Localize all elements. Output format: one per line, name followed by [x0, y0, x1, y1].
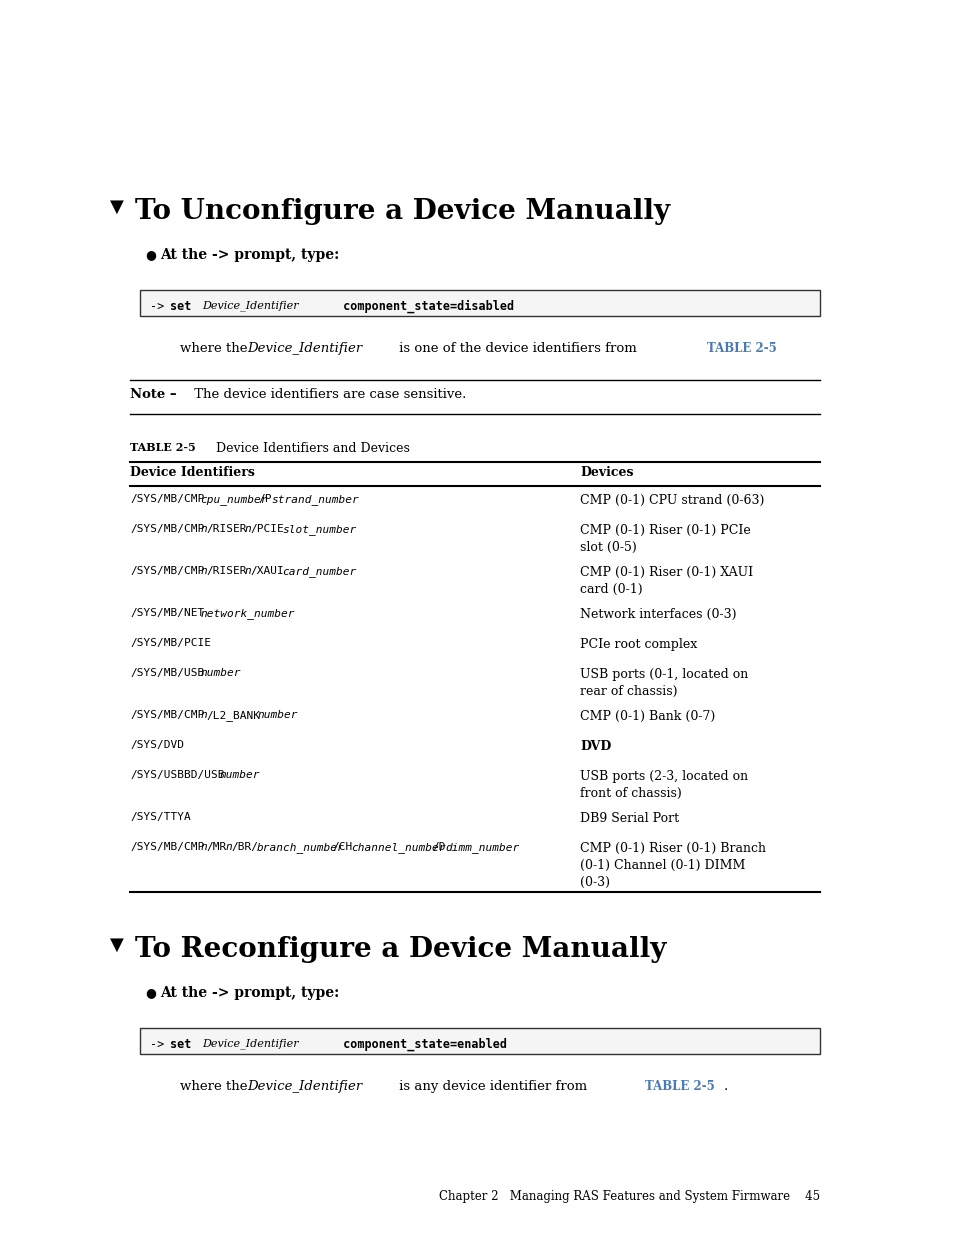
Text: /SYS/DVD: /SYS/DVD [130, 740, 184, 750]
Text: channel_number: channel_number [351, 842, 445, 853]
Text: TABLE 2-5: TABLE 2-5 [706, 342, 776, 354]
Text: /SYS/MB/CMP: /SYS/MB/CMP [130, 524, 204, 534]
Text: Device_Identifier: Device_Identifier [247, 1079, 362, 1093]
Text: ●: ● [145, 986, 155, 999]
Text: cpu_number: cpu_number [200, 494, 268, 505]
Text: Chapter 2   Managing RAS Features and System Firmware    45: Chapter 2 Managing RAS Features and Syst… [438, 1191, 820, 1203]
Text: /SYS/USBBD/USB: /SYS/USBBD/USB [130, 769, 224, 781]
Text: At the -> prompt, type:: At the -> prompt, type: [160, 248, 339, 262]
Text: /RISER: /RISER [206, 524, 247, 534]
Text: /BR/: /BR/ [231, 842, 258, 852]
Bar [140, 1028, 820, 1053]
Text: USB ports (2-3, located on
front of chassis): USB ports (2-3, located on front of chas… [579, 769, 747, 800]
Text: component_state=disabled: component_state=disabled [335, 300, 514, 314]
Text: ●: ● [145, 248, 155, 261]
Text: slot_number: slot_number [282, 524, 356, 535]
Text: n: n [200, 524, 207, 534]
Text: /SYS/MB/CMP: /SYS/MB/CMP [130, 842, 204, 852]
Text: .: . [723, 1079, 727, 1093]
Text: /MR: /MR [206, 842, 226, 852]
Text: DVD: DVD [579, 740, 611, 753]
Text: Devices: Devices [579, 466, 633, 479]
Text: branch_number: branch_number [256, 842, 344, 853]
Text: where the: where the [180, 1079, 252, 1093]
Text: n: n [244, 566, 251, 576]
Text: number: number [200, 668, 241, 678]
Text: set: set [170, 300, 198, 312]
Text: Device Identifiers: Device Identifiers [130, 466, 254, 479]
Text: Device_Identifier: Device_Identifier [247, 342, 362, 354]
Text: CMP (0-1) Riser (0-1) XAUI
card (0-1): CMP (0-1) Riser (0-1) XAUI card (0-1) [579, 566, 752, 597]
Text: number: number [219, 769, 260, 781]
Text: /SYS/MB/CMP: /SYS/MB/CMP [130, 566, 204, 576]
Text: ▼: ▼ [110, 198, 124, 216]
Text: DB9 Serial Port: DB9 Serial Port [579, 811, 679, 825]
Text: card_number: card_number [282, 566, 356, 577]
Text: is any device identifier from: is any device identifier from [395, 1079, 591, 1093]
Text: CMP (0-1) Riser (0-1) PCIe
slot (0-5): CMP (0-1) Riser (0-1) PCIe slot (0-5) [579, 524, 750, 555]
Text: strand_number: strand_number [271, 494, 358, 505]
Text: set: set [170, 1037, 198, 1051]
Text: /PCIE: /PCIE [250, 524, 284, 534]
Text: network_number: network_number [200, 608, 294, 619]
Text: /SYS/MB/PCIE: /SYS/MB/PCIE [130, 638, 211, 648]
Text: ->: -> [150, 300, 172, 312]
Text: ▼: ▼ [110, 936, 124, 953]
Text: /P: /P [258, 494, 272, 504]
Text: /SYS/MB/USB: /SYS/MB/USB [130, 668, 204, 678]
Text: ->: -> [150, 1037, 172, 1051]
Text: /D: /D [432, 842, 446, 852]
Text: dimm_number: dimm_number [445, 842, 519, 853]
Text: Device Identifiers and Devices: Device Identifiers and Devices [204, 442, 410, 454]
Text: To Unconfigure a Device Manually: To Unconfigure a Device Manually [135, 198, 669, 225]
Text: n: n [200, 710, 207, 720]
Text: n: n [200, 566, 207, 576]
Text: /SYS/MB/NET: /SYS/MB/NET [130, 608, 204, 618]
Text: To Reconfigure a Device Manually: To Reconfigure a Device Manually [135, 936, 666, 963]
Text: /SYS/MB/CMP: /SYS/MB/CMP [130, 710, 204, 720]
Text: /SYS/TTYA: /SYS/TTYA [130, 811, 191, 823]
Text: At the -> prompt, type:: At the -> prompt, type: [160, 986, 339, 1000]
Text: /L2_BANK: /L2_BANK [206, 710, 260, 721]
Text: Device_Identifier: Device_Identifier [202, 1037, 298, 1049]
Text: CMP (0-1) Riser (0-1) Branch
(0-1) Channel (0-1) DIMM
(0-3): CMP (0-1) Riser (0-1) Branch (0-1) Chann… [579, 842, 765, 889]
Text: Network interfaces (0-3): Network interfaces (0-3) [579, 608, 736, 621]
Text: is one of the device identifiers from: is one of the device identifiers from [395, 342, 640, 354]
Text: PCIe root complex: PCIe root complex [579, 638, 697, 651]
Text: n: n [225, 842, 232, 852]
Text: Device_Identifier: Device_Identifier [202, 300, 298, 311]
Text: /RISER: /RISER [206, 566, 247, 576]
Text: CMP (0-1) CPU strand (0-63): CMP (0-1) CPU strand (0-63) [579, 494, 763, 508]
Bar [140, 290, 820, 316]
Text: Note –: Note – [130, 388, 176, 401]
Text: USB ports (0-1, located on
rear of chassis): USB ports (0-1, located on rear of chass… [579, 668, 747, 698]
Text: TABLE 2-5: TABLE 2-5 [644, 1079, 714, 1093]
Text: /SYS/MB/CMP: /SYS/MB/CMP [130, 494, 204, 504]
Text: n: n [244, 524, 251, 534]
Text: where the: where the [180, 342, 252, 354]
Text: component_state=enabled: component_state=enabled [335, 1037, 506, 1051]
Text: number: number [257, 710, 297, 720]
Text: /CH: /CH [332, 842, 352, 852]
Text: TABLE 2-5: TABLE 2-5 [130, 442, 195, 453]
Text: n: n [200, 842, 207, 852]
Text: /XAUI: /XAUI [250, 566, 284, 576]
Text: CMP (0-1) Bank (0-7): CMP (0-1) Bank (0-7) [579, 710, 715, 722]
Text: The device identifiers are case sensitive.: The device identifiers are case sensitiv… [190, 388, 466, 401]
